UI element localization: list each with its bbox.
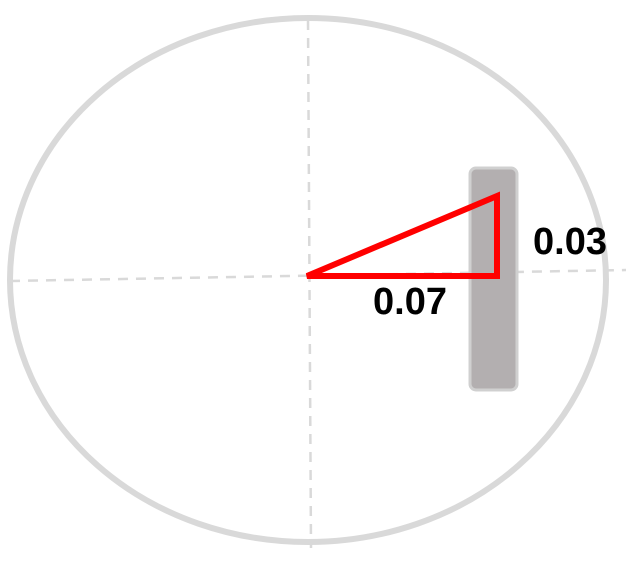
horizontal-leg-label: 0.07 bbox=[373, 281, 447, 323]
vertical-leg-label: 0.03 bbox=[533, 221, 607, 263]
vertical-crosshair bbox=[306, 19, 313, 549]
red-triangle bbox=[305, 191, 500, 279]
